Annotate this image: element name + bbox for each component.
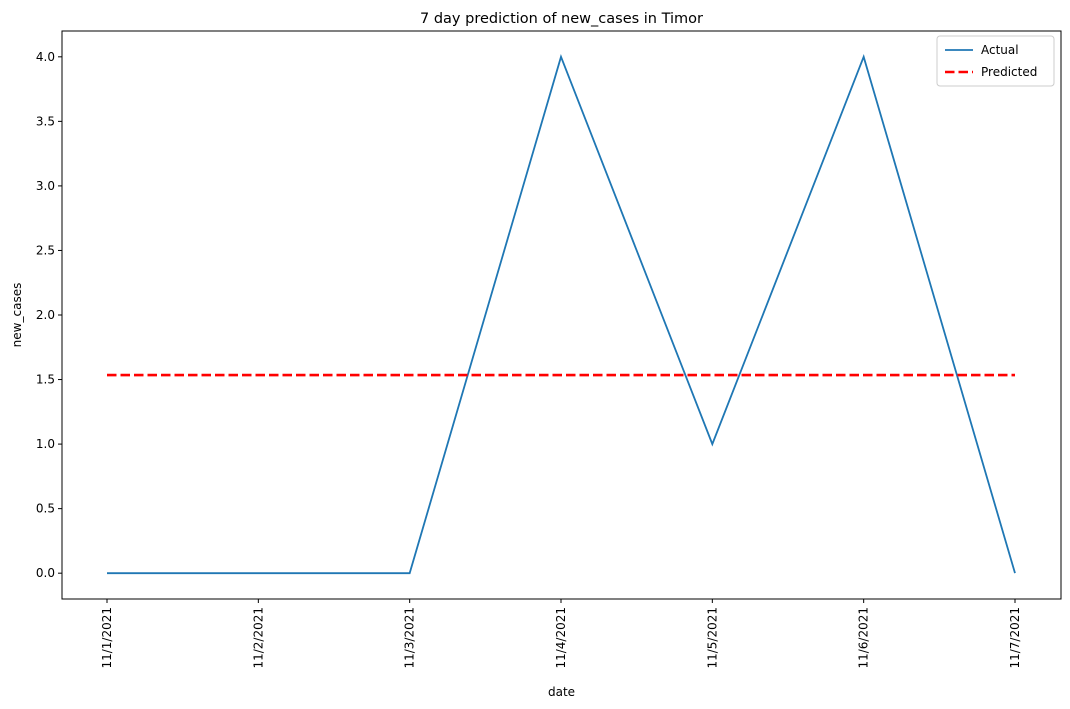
plot-frame [61,30,1062,600]
y-tick-label: 0.5 [36,502,55,516]
y-tick-label: 4.0 [36,50,55,64]
y-tick-label: 0.0 [36,566,55,580]
x-tick-label: 11/6/2021 [857,607,871,669]
series-line-actual [107,54,1016,575]
x-tick-label: 11/5/2021 [705,607,719,669]
y-tick-label: 2.0 [36,308,55,322]
y-axis: 0.0 0.5 1.0 1.5 2.0 2.5 3.0 3.5 4.0 [36,50,62,580]
x-tick-label: 11/2/2021 [251,607,265,669]
x-tick-label: 11/1/2021 [100,607,114,669]
chart-title: 7 day prediction of new_cases in Timor [420,11,703,27]
legend-label-predicted: Predicted [981,65,1037,79]
x-tick-label: 11/7/2021 [1008,607,1022,669]
y-tick-label: 2.5 [36,243,55,257]
legend: Actual Predicted [936,35,1055,87]
y-tick-label: 1.0 [36,437,55,451]
y-axis-label: new_cases [10,283,24,348]
x-axis-label: date [548,685,575,699]
y-tick-label: 3.0 [36,179,55,193]
legend-label-actual: Actual [981,43,1019,57]
y-tick-label: 1.5 [36,373,55,387]
x-axis: 11/1/2021 11/2/2021 11/3/2021 11/4/2021 11/5… [100,599,1022,669]
plot-area [61,30,1062,600]
x-tick-label: 11/3/2021 [403,607,417,669]
x-tick-label: 11/4/2021 [554,607,568,669]
legend-box [936,35,1055,87]
y-tick-label: 3.5 [36,114,55,128]
